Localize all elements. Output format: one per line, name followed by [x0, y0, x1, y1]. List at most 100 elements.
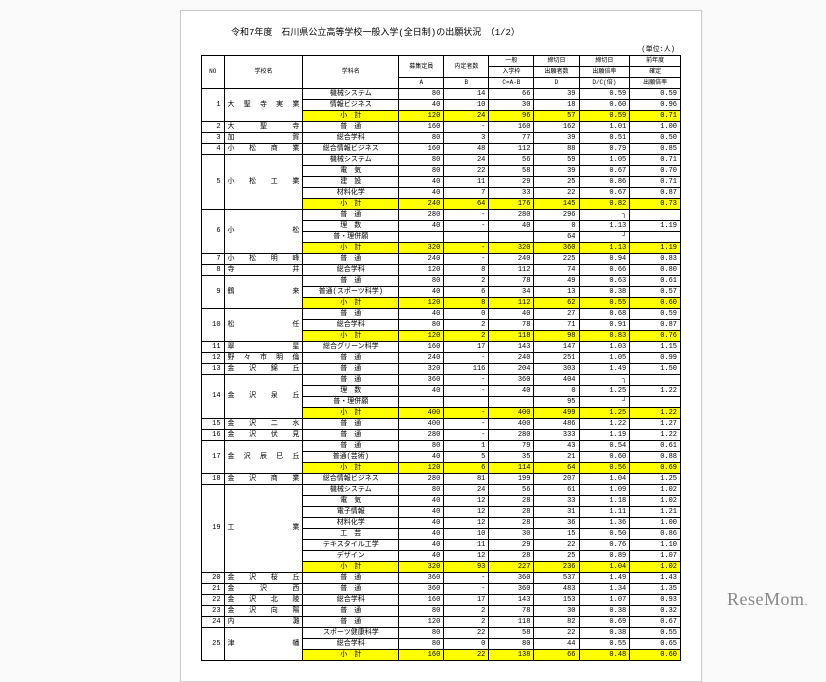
cell-a: 400	[399, 408, 444, 419]
cell-b: 5	[444, 452, 489, 463]
cell-r1: 0.55	[579, 298, 630, 309]
cell-c	[489, 397, 534, 408]
cell-d: 71	[534, 320, 579, 331]
cell-b: 48	[444, 144, 489, 155]
cell-school: 小 松 明 峰	[224, 254, 303, 265]
cell-d: 33	[534, 496, 579, 507]
cell-c: 320	[489, 243, 534, 254]
cell-dept: 機械システム	[303, 485, 399, 496]
cell-d: 0	[534, 221, 579, 232]
cell-c: 112	[489, 144, 534, 155]
cell-no: 3	[202, 133, 225, 144]
cell-c: 199	[489, 474, 534, 485]
cell-r2: 1.10	[630, 540, 681, 551]
cell-r2: 1.00	[630, 518, 681, 529]
cell-r1: 0.68	[579, 309, 630, 320]
cell-school: 大 聖 寺	[224, 122, 303, 133]
hdr-r22: 出願倍率	[630, 78, 681, 89]
cell-c: 77	[489, 133, 534, 144]
cell-c: 138	[489, 650, 534, 661]
table-row: 24内 灘普 通1202118820.690.67	[202, 617, 681, 628]
cell-c: 360	[489, 584, 534, 595]
cell-no: 6	[202, 210, 225, 254]
table-row: 20金 沢 桜 丘普 通360-3605371.491.43	[202, 573, 681, 584]
table-row: 3加 賀総合学科80377390.510.50	[202, 133, 681, 144]
cell-b: 24	[444, 111, 489, 122]
cell-d: 36	[534, 518, 579, 529]
cell-a: 40	[399, 452, 444, 463]
cell-b: 12	[444, 551, 489, 562]
cell-b: -	[444, 353, 489, 364]
resemom-watermark: ReseMom.	[727, 589, 808, 610]
cell-a: 360	[399, 375, 444, 386]
cell-c: 66	[489, 89, 534, 100]
cell-b: -	[444, 122, 489, 133]
hdr-school: 学校名	[224, 56, 303, 89]
cell-d: 483	[534, 584, 579, 595]
cell-no: 17	[202, 441, 225, 474]
cell-r2: 1.07	[630, 551, 681, 562]
cell-dept: 普 通	[303, 430, 399, 441]
cell-c: 160	[489, 122, 534, 133]
cell-dept: 小 計	[303, 111, 399, 122]
cell-no: 8	[202, 265, 225, 276]
table-row: 14金 沢 泉 丘普 通360-360404┐	[202, 375, 681, 386]
cell-d: 49	[534, 276, 579, 287]
cell-c: 227	[489, 562, 534, 573]
cell-c: 360	[489, 573, 534, 584]
cell-r1: 0.79	[579, 144, 630, 155]
cell-c: 118	[489, 617, 534, 628]
cell-r1: 0.38	[579, 287, 630, 298]
cell-r2: 0.76	[630, 331, 681, 342]
cell-dept: 建 設	[303, 177, 399, 188]
cell-dept: 総合学科	[303, 265, 399, 276]
table-body: 1大 聖 寺 実 業機械システム801466390.590.59情報ビジネス40…	[202, 89, 681, 661]
cell-c: 176	[489, 199, 534, 210]
cell-b: 12	[444, 496, 489, 507]
table-row: 11翠 星総合グリーン科学160171431471.031.15	[202, 342, 681, 353]
cell-c: 40	[489, 221, 534, 232]
cell-c: 79	[489, 441, 534, 452]
cell-r1: 0.89	[579, 551, 630, 562]
table-row: 16金 沢 伏 見普 通280-2803331.191.22	[202, 430, 681, 441]
cell-b: 12	[444, 507, 489, 518]
cell-r2: 0.85	[630, 144, 681, 155]
table-row: 2大 聖 寺普 通160-1601621.011.00	[202, 122, 681, 133]
cell-b: -	[444, 254, 489, 265]
cell-b: -	[444, 419, 489, 430]
cell-school: 金 沢 西	[224, 584, 303, 595]
cell-c: 58	[489, 166, 534, 177]
table-row: 9鶴 来普 通80278490.630.61	[202, 276, 681, 287]
cell-r2: 1.22	[630, 430, 681, 441]
cell-a: 160	[399, 122, 444, 133]
cell-d: 64	[534, 463, 579, 474]
cell-school: 金 沢 泉 丘	[224, 375, 303, 419]
cell-a: 240	[399, 353, 444, 364]
cell-d: 303	[534, 364, 579, 375]
cell-r2: 0.88	[630, 452, 681, 463]
cell-dept: 総合学科	[303, 639, 399, 650]
cell-b	[444, 232, 489, 243]
cell-d: 43	[534, 441, 579, 452]
cell-r2: 0.32	[630, 606, 681, 617]
cell-r1: ┘	[579, 397, 630, 408]
cell-a: 80	[399, 441, 444, 452]
cell-dept: 普 通	[303, 573, 399, 584]
cell-d: 44	[534, 639, 579, 650]
cell-r2: 0.87	[630, 188, 681, 199]
cell-r2: 1.02	[630, 485, 681, 496]
cell-a: 80	[399, 166, 444, 177]
cell-a: 240	[399, 254, 444, 265]
cell-a: 40	[399, 496, 444, 507]
cell-dept: 小 計	[303, 463, 399, 474]
cell-dept: 普 通	[303, 122, 399, 133]
cell-r2	[630, 397, 681, 408]
cell-school: 津 幡	[224, 628, 303, 661]
cell-b: 12	[444, 518, 489, 529]
cell-d: 147	[534, 342, 579, 353]
cell-r2: 1.02	[630, 562, 681, 573]
cell-school: 小 松 工 業	[224, 155, 303, 210]
cell-a: 240	[399, 199, 444, 210]
cell-b: 7	[444, 188, 489, 199]
cell-dept: 普 通	[303, 364, 399, 375]
